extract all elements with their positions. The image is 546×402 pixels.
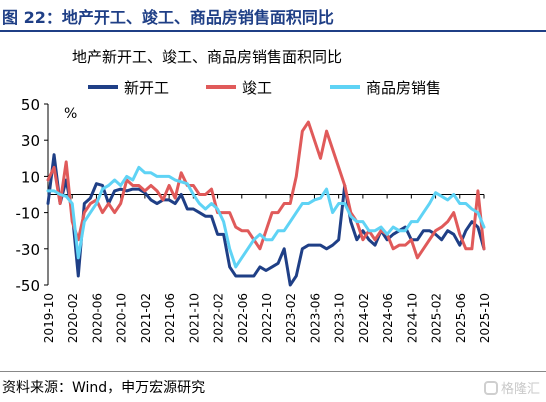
x-tick-label: 2020-06 bbox=[90, 293, 104, 343]
legend: 新开工 竣工 商品房销售 bbox=[88, 79, 441, 97]
series-line-2 bbox=[46, 120, 486, 260]
x-tick-label: 2021-02 bbox=[139, 293, 153, 343]
x-tick-label: 2025-06 bbox=[454, 293, 468, 343]
figure-title: 图 22：地产开工、竣工、商品房销售面积同比 bbox=[2, 8, 334, 27]
x-tick-label: 2022-02 bbox=[212, 293, 226, 343]
legend-label-1: 新开工 bbox=[124, 79, 169, 97]
x-tick-label: 2020-10 bbox=[115, 293, 129, 343]
watermark-logo-icon bbox=[483, 380, 498, 395]
legend-label-3: 商品房销售 bbox=[366, 79, 441, 97]
x-tick-label: 2025-02 bbox=[430, 293, 444, 343]
y-tick-label: -50 bbox=[16, 277, 41, 295]
x-tick-label: 2021-10 bbox=[187, 293, 201, 343]
axes: -50 -30 -10 10 30 50 % 2019-10 2020-02 2020-06 202… bbox=[16, 96, 493, 343]
y-tick-label: -10 bbox=[16, 205, 41, 223]
source-rule bbox=[0, 371, 546, 372]
y-tick-label: 50 bbox=[21, 96, 40, 114]
source-note: 资料来源：Wind，申万宏源研究 bbox=[2, 380, 206, 396]
x-tick-label: 2019-10 bbox=[42, 293, 56, 343]
y-axis-unit-label: % bbox=[64, 106, 77, 122]
plot-area bbox=[46, 120, 486, 287]
y-tick-label: -30 bbox=[16, 241, 41, 259]
x-tick-label: 2022-06 bbox=[236, 293, 250, 343]
x-tick-label: 2022-10 bbox=[260, 293, 274, 343]
y-tick-label: 30 bbox=[21, 132, 40, 150]
chart-title: 地产新开工、竣工、商品房销售面积同比 bbox=[72, 48, 342, 66]
watermark: 格隆汇 bbox=[483, 378, 540, 397]
x-tick-label: 2025-10 bbox=[478, 293, 492, 343]
watermark-text: 格隆汇 bbox=[500, 382, 540, 397]
x-tick-label: 2023-02 bbox=[284, 293, 298, 343]
chart: 地产新开工、竣工、商品房销售面积同比 新开工 竣工 商品房销售 -50 -30 -10 1… bbox=[16, 48, 493, 343]
x-tick-label: 2021-06 bbox=[163, 293, 177, 343]
x-tick-label: 2024-06 bbox=[381, 293, 395, 343]
title-rule bbox=[0, 30, 546, 32]
chart-title-group: 地产新开工、竣工、商品房销售面积同比 bbox=[72, 48, 342, 66]
x-tick-label: 2020-02 bbox=[66, 293, 80, 343]
x-tick-label: 2023-10 bbox=[333, 293, 347, 343]
x-tick-label: 2023-06 bbox=[308, 293, 322, 343]
x-tick-label: 2024-02 bbox=[357, 293, 371, 343]
legend-label-2: 竣工 bbox=[242, 79, 272, 97]
x-tick-label: 2024-10 bbox=[405, 293, 419, 343]
y-tick-label: 10 bbox=[21, 168, 40, 186]
series-line-3 bbox=[46, 165, 486, 269]
